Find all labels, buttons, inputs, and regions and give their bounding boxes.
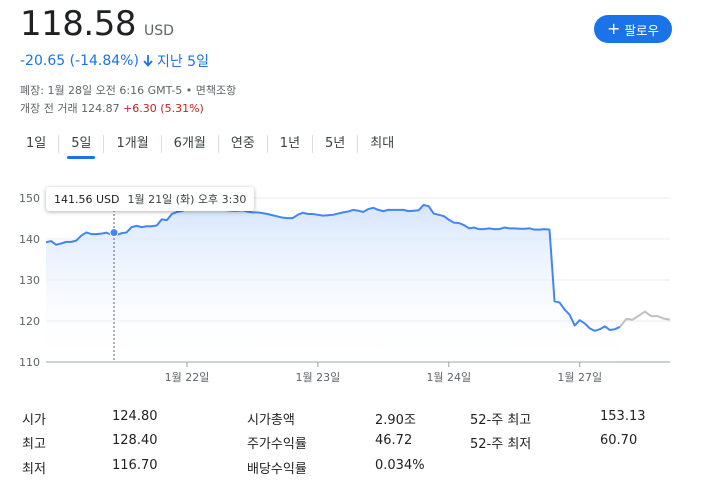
follow-button-label: 팔로우 xyxy=(624,22,659,38)
tab-1m[interactable]: 1개월 xyxy=(116,136,149,151)
range-tabs: 1일 5일 1개월 6개월 연중 1년 5년 최대 xyxy=(14,132,406,159)
tab-1d[interactable]: 1일 xyxy=(26,136,47,151)
stat-value: 2.90조 xyxy=(375,413,416,428)
stat-value: 46.72 xyxy=(375,433,413,448)
y-tick-label: 130 xyxy=(19,274,40,287)
tab-ytd[interactable]: 연중 xyxy=(230,136,255,151)
y-tick-label: 140 xyxy=(19,233,40,246)
x-tick-label: 1월 23일 xyxy=(296,370,341,384)
stat-label: 최고 xyxy=(22,437,46,452)
stat-value: 116.70 xyxy=(112,458,158,473)
tab-divider xyxy=(103,135,105,153)
premarket-label: 개장 전 거래 124.87 xyxy=(20,102,120,115)
y-tick-label: 120 xyxy=(19,315,40,328)
price-chart[interactable]: 110 120 130 140 150 1월 22일 1월 23일 1월 24일 1월 27일 xyxy=(0,180,725,390)
tab-divider xyxy=(312,135,314,153)
stat-label: 배당수익률 xyxy=(247,462,307,477)
stat-label: 최저 xyxy=(22,462,46,477)
stat-value: 128.40 xyxy=(112,433,158,448)
tab-max[interactable]: 최대 xyxy=(370,136,395,151)
plus-icon: + xyxy=(607,19,621,38)
tab-divider xyxy=(357,135,359,153)
tab-divider xyxy=(266,135,268,153)
stat-value: 0.034% xyxy=(375,458,425,473)
follow-button[interactable]: + 팔로우 xyxy=(594,15,672,43)
price-change: -20.65 (-14.84%) 지난 5일 xyxy=(20,51,209,71)
stat-label: 시가총액 xyxy=(247,413,295,428)
x-tick-label: 1월 22일 xyxy=(165,370,210,384)
chart-tooltip: 141.56 USD 1월 21일 (화) 오후 3:30 xyxy=(46,187,255,211)
x-tick-label: 1월 24일 xyxy=(426,370,471,384)
premarket-change: +6.30 (5.31%) xyxy=(123,102,204,115)
premarket-info: 개장 전 거래 124.87 +6.30 (5.31%) xyxy=(20,100,204,116)
price-header: 118.58 USD xyxy=(20,4,174,44)
x-tick-label: 1월 27일 xyxy=(557,370,602,384)
y-tick-label: 150 xyxy=(19,192,40,205)
tab-5y[interactable]: 5년 xyxy=(325,136,346,151)
stat-value: 124.80 xyxy=(112,409,158,424)
stat-value: 153.13 xyxy=(600,409,646,424)
stat-label: 52-주 최저 xyxy=(470,437,532,452)
hover-point xyxy=(109,228,119,238)
premarket-line xyxy=(619,310,671,328)
stat-label: 시가 xyxy=(22,413,46,428)
price-line xyxy=(45,203,621,332)
stat-label: 52-주 최고 xyxy=(470,413,532,428)
price-area xyxy=(46,204,620,362)
tab-divider xyxy=(160,135,162,153)
currency: USD xyxy=(143,23,174,39)
change-period: 지난 5일 xyxy=(156,54,209,70)
close-info: 폐장: 1월 28일 오전 6:16 GMT-5 • 면책조항 xyxy=(20,84,237,97)
stat-value: 60.70 xyxy=(600,433,638,448)
arrow-down-icon xyxy=(143,55,153,67)
y-tick-label: 110 xyxy=(19,356,40,369)
tooltip-price: 141.56 USD xyxy=(54,192,120,206)
tab-divider xyxy=(58,135,60,153)
tab-divider xyxy=(217,135,219,153)
tooltip-datetime: 1월 21일 (화) 오후 3:30 xyxy=(127,193,247,206)
tab-1y[interactable]: 1년 xyxy=(279,136,301,151)
tab-5d[interactable]: 5일 xyxy=(59,134,103,159)
tab-6m[interactable]: 6개월 xyxy=(173,136,206,151)
change-value: -20.65 (-14.84%) xyxy=(20,53,139,69)
current-price: 118.58 xyxy=(20,4,136,44)
stat-label: 주가수익률 xyxy=(247,437,307,452)
